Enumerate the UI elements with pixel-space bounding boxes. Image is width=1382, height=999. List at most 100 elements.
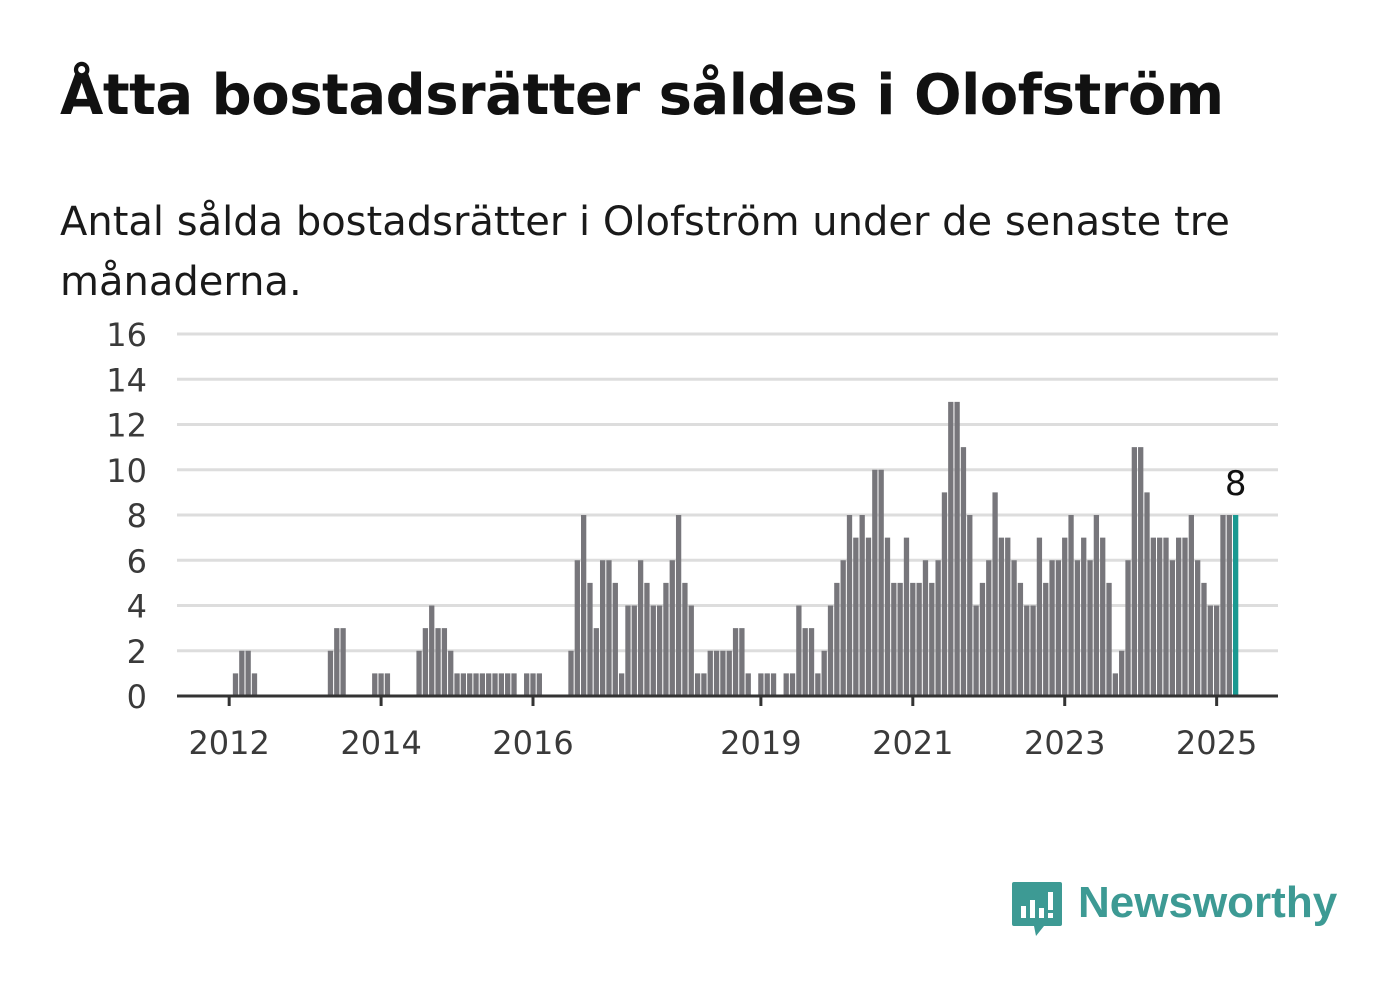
y-tick-label: 14 — [106, 361, 147, 399]
bar — [1163, 537, 1169, 697]
bar — [669, 560, 675, 696]
bar — [1131, 447, 1138, 697]
bar — [694, 673, 701, 697]
bar — [1188, 515, 1194, 696]
bar — [498, 673, 505, 697]
bar — [454, 673, 460, 697]
bar — [340, 628, 346, 697]
chart-subtitle: Antal sålda bostadsrätter i Olofström un… — [60, 199, 1230, 305]
y-tick-label: 4 — [127, 588, 147, 626]
bar — [663, 582, 669, 697]
x-axis-ticks: 2012 2014 2016 2019 2021 2023 2025 — [188, 696, 1257, 762]
bar — [435, 628, 441, 697]
bar — [574, 560, 580, 696]
bar — [1144, 492, 1150, 697]
bar — [688, 605, 694, 696]
bar — [853, 537, 859, 697]
bar — [764, 673, 770, 697]
bar — [239, 650, 245, 696]
bar — [1055, 560, 1062, 696]
y-tick-label: 12 — [106, 407, 147, 445]
bar — [568, 650, 574, 696]
bar — [897, 582, 903, 697]
bar — [593, 628, 599, 697]
bar — [891, 582, 897, 697]
bar — [1011, 560, 1017, 696]
y-tick-label: 2 — [127, 633, 147, 671]
bar — [770, 673, 777, 697]
brand-name: Newsworthy — [1078, 878, 1338, 927]
bar — [916, 582, 922, 697]
bar — [967, 515, 973, 696]
x-tick-label: 2012 — [188, 724, 269, 762]
bar — [599, 560, 606, 696]
bar — [713, 650, 720, 696]
bar — [960, 447, 967, 697]
bar — [986, 560, 992, 696]
y-tick-label: 16 — [106, 316, 147, 354]
bar — [739, 628, 745, 697]
bar — [878, 469, 884, 696]
x-tick-label: 2016 — [492, 724, 573, 762]
bar — [827, 605, 834, 696]
bar — [245, 650, 251, 696]
bar — [1074, 560, 1081, 696]
bar — [675, 515, 682, 696]
bar — [612, 582, 618, 697]
bar — [656, 605, 663, 696]
bar — [1220, 515, 1226, 696]
bar — [821, 650, 827, 696]
bar — [1087, 560, 1093, 696]
x-tick-label: 2023 — [1024, 724, 1105, 762]
bar — [910, 582, 916, 697]
bar — [758, 673, 764, 697]
bar — [1138, 447, 1144, 697]
bar — [1081, 537, 1087, 697]
bar — [745, 673, 751, 697]
bar — [1005, 537, 1011, 697]
bar — [1176, 537, 1182, 697]
bar — [682, 582, 688, 697]
bar — [606, 560, 612, 696]
chart-title: Åtta bostadsrätter såldes i Olofström — [60, 63, 1224, 128]
y-axis-ticks: 0 2 4 6 8 10 12 14 16 — [106, 316, 147, 716]
bar-latest — [1232, 515, 1239, 696]
bar — [505, 673, 511, 697]
bar — [1150, 537, 1156, 697]
bar — [1106, 582, 1112, 697]
bar — [783, 673, 789, 697]
bar — [429, 605, 435, 696]
bar — [720, 650, 726, 696]
bar — [846, 515, 853, 696]
bar — [441, 628, 448, 697]
bar — [467, 673, 473, 697]
y-tick-label: 10 — [106, 452, 147, 490]
bar — [1112, 673, 1119, 697]
bar — [935, 560, 941, 696]
bar — [802, 628, 808, 697]
bar — [486, 673, 492, 697]
bar — [998, 537, 1005, 697]
bar — [479, 673, 486, 697]
bar — [644, 582, 650, 697]
bar — [992, 492, 998, 697]
bar — [865, 537, 872, 697]
bar — [631, 605, 637, 696]
bar — [840, 560, 846, 696]
bar — [1119, 650, 1125, 696]
brand-logo: Newsworthy — [1008, 876, 1337, 942]
bar — [941, 492, 948, 697]
y-tick-label: 0 — [127, 678, 147, 716]
y-tick-label: 6 — [127, 542, 147, 580]
bar — [1157, 537, 1163, 697]
bar — [872, 469, 878, 696]
bar — [973, 605, 979, 696]
bar — [511, 673, 517, 697]
bar — [1125, 560, 1131, 696]
bar — [618, 673, 625, 697]
bar — [581, 515, 587, 696]
bar — [625, 605, 631, 696]
bar — [422, 628, 429, 697]
x-tick-label: 2014 — [340, 724, 421, 762]
bar — [796, 605, 802, 696]
